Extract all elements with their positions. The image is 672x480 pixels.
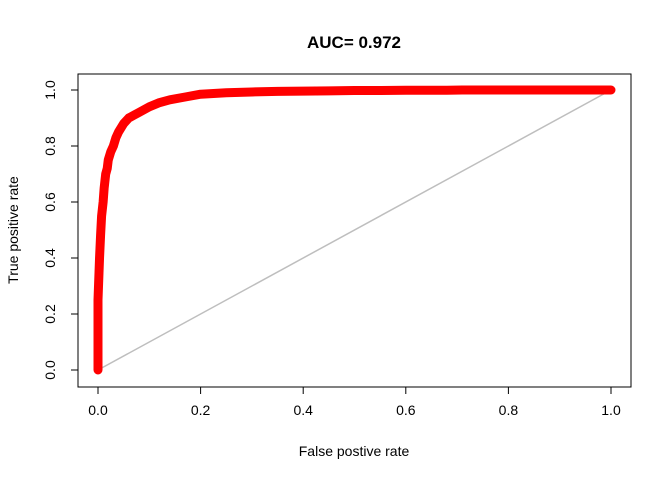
roc-point bbox=[222, 89, 230, 97]
series-layer bbox=[93, 85, 616, 375]
y-tick-label: 1.0 bbox=[42, 80, 58, 100]
y-axis-label: True positive rate bbox=[5, 176, 21, 284]
roc-point bbox=[125, 114, 133, 122]
roc-point bbox=[94, 324, 102, 332]
roc-point bbox=[95, 268, 103, 276]
roc-point bbox=[166, 96, 174, 104]
roc-point bbox=[109, 142, 117, 150]
roc-point bbox=[100, 184, 108, 192]
roc-point bbox=[94, 296, 102, 304]
roc-point bbox=[197, 90, 205, 98]
y-tick-label: 0.4 bbox=[42, 248, 58, 268]
roc-point bbox=[104, 156, 112, 164]
y-tick-label: 0.0 bbox=[42, 360, 58, 380]
roc-point bbox=[248, 88, 256, 96]
y-tick-label: 0.8 bbox=[42, 136, 58, 156]
roc-point bbox=[299, 87, 307, 95]
x-tick-label: 0.0 bbox=[88, 402, 108, 418]
x-tick-label: 0.2 bbox=[191, 402, 211, 418]
x-tick-label: 1.0 bbox=[601, 402, 621, 418]
roc-point bbox=[443, 86, 451, 94]
roc-point bbox=[412, 86, 420, 94]
roc-point bbox=[94, 366, 102, 374]
roc-point bbox=[515, 86, 523, 94]
roc-point bbox=[99, 198, 107, 206]
roc-point bbox=[130, 111, 138, 119]
roc-point bbox=[103, 164, 111, 172]
y-tick-label: 0.2 bbox=[42, 304, 58, 324]
roc-point bbox=[96, 254, 104, 262]
roc-point bbox=[479, 86, 487, 94]
y-axis: 0.0 0.2 0.4 0.6 0.8 1.0 bbox=[42, 80, 79, 380]
roc-point bbox=[115, 128, 123, 136]
roc-point bbox=[145, 103, 153, 111]
roc-point bbox=[120, 120, 128, 128]
roc-point bbox=[458, 86, 466, 94]
roc-point bbox=[181, 93, 189, 101]
roc-point bbox=[422, 86, 430, 94]
roc-point bbox=[520, 86, 528, 94]
roc-point bbox=[463, 86, 471, 94]
roc-point bbox=[98, 212, 106, 220]
x-tick-label: 0.4 bbox=[293, 402, 313, 418]
x-axis-label: False postive rate bbox=[299, 443, 410, 459]
x-tick-label: 0.8 bbox=[499, 402, 519, 418]
roc-point bbox=[112, 134, 120, 142]
roc-point bbox=[107, 148, 115, 156]
roc-point bbox=[607, 86, 615, 94]
roc-point bbox=[156, 99, 164, 107]
x-tick-label: 0.6 bbox=[396, 402, 416, 418]
roc-point bbox=[97, 232, 105, 240]
chart-title: AUC= 0.972 bbox=[307, 33, 401, 52]
roc-point bbox=[274, 87, 282, 95]
roc-point bbox=[433, 86, 441, 94]
roc-point bbox=[376, 87, 384, 95]
roc-point bbox=[402, 86, 410, 94]
y-tick-label: 0.6 bbox=[42, 192, 58, 212]
roc-point bbox=[468, 86, 476, 94]
roc-point bbox=[94, 338, 102, 346]
roc-point bbox=[351, 87, 358, 95]
roc-point bbox=[94, 346, 102, 354]
roc-point bbox=[325, 87, 333, 95]
roc-point bbox=[135, 108, 143, 116]
roc-point bbox=[510, 86, 518, 94]
diagonal-reference-line bbox=[97, 89, 612, 371]
x-axis: 0.0 0.2 0.4 0.6 0.8 1.0 bbox=[88, 386, 621, 418]
roc-point bbox=[474, 86, 482, 94]
roc-point bbox=[504, 86, 512, 94]
